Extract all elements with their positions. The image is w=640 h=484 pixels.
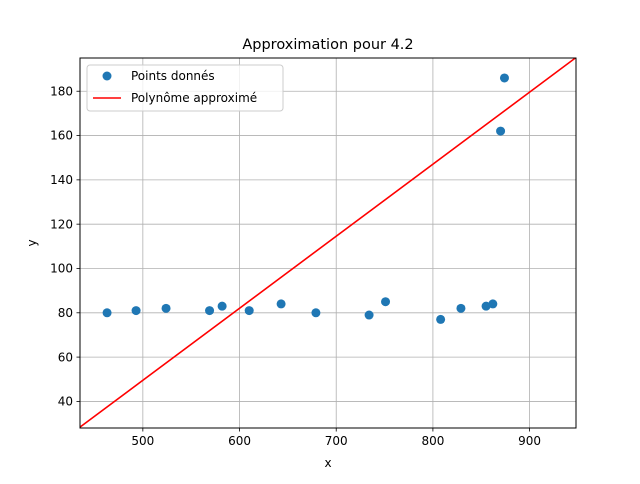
y-tick-label: 160 bbox=[50, 129, 73, 143]
data-point bbox=[436, 314, 446, 324]
legend-label-points: Points donnés bbox=[131, 69, 215, 83]
data-point bbox=[276, 299, 286, 309]
data-point bbox=[496, 126, 506, 136]
y-tick-label: 100 bbox=[50, 262, 73, 276]
plot-frame bbox=[79, 57, 577, 429]
data-point bbox=[205, 306, 215, 316]
legend-scatter-marker bbox=[102, 71, 112, 81]
grid-lines bbox=[80, 58, 576, 428]
x-tick-label: 900 bbox=[518, 434, 541, 448]
data-point bbox=[481, 301, 491, 311]
plot-area bbox=[80, 58, 576, 428]
x-axis-label: x bbox=[324, 456, 331, 470]
data-point bbox=[217, 301, 227, 311]
legend: Points donnés Polynôme approximé bbox=[86, 64, 284, 112]
data-point bbox=[456, 303, 466, 313]
data-point bbox=[488, 299, 498, 309]
data-point bbox=[102, 308, 112, 318]
x-tick-label: 700 bbox=[325, 434, 348, 448]
data-point bbox=[364, 310, 374, 320]
legend-box bbox=[86, 64, 284, 112]
y-tick-label: 60 bbox=[58, 350, 73, 364]
data-point bbox=[244, 306, 254, 316]
data-point bbox=[161, 303, 171, 313]
x-tick-label: 500 bbox=[131, 434, 154, 448]
x-tick-label: 800 bbox=[421, 434, 444, 448]
y-tick-label: 40 bbox=[58, 395, 73, 409]
polynomial-line bbox=[80, 58, 576, 428]
data-point bbox=[131, 306, 141, 316]
y-tick-label: 180 bbox=[50, 84, 73, 98]
y-tick-label: 80 bbox=[58, 306, 73, 320]
y-tick-label: 140 bbox=[50, 173, 73, 187]
y-axis-label: y bbox=[25, 239, 39, 246]
x-tick-label: 600 bbox=[228, 434, 251, 448]
chart-title: Approximation pour 4.2 bbox=[242, 37, 413, 53]
data-point bbox=[311, 308, 321, 318]
y-tick-label: 120 bbox=[50, 217, 73, 231]
axis-ticks: 500 600 700 800 900 40 60 80 100 120 140 160 180 bbox=[50, 84, 541, 448]
data-point bbox=[381, 297, 391, 307]
data-point bbox=[499, 73, 509, 83]
legend-label-polynomial: Polynôme approximé bbox=[131, 91, 257, 105]
